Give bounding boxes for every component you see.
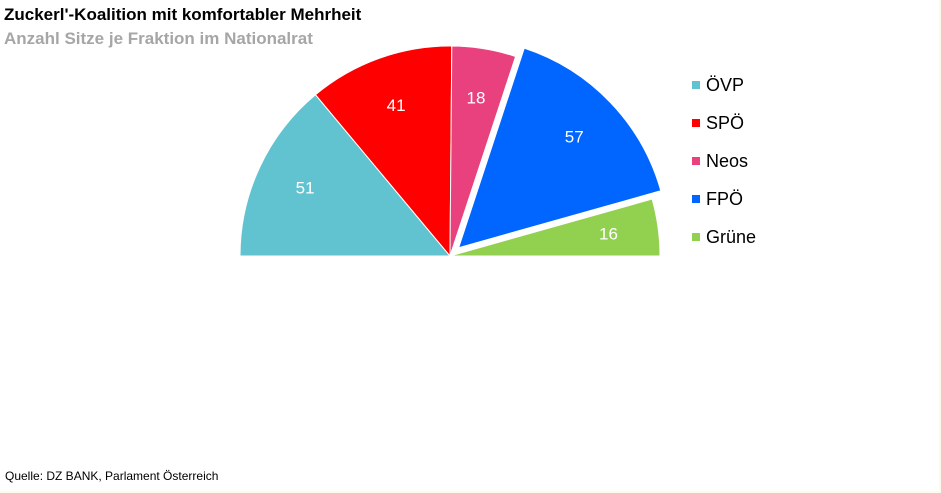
- source-note: Quelle: DZ BANK, Parlament Österreich: [5, 469, 219, 483]
- data-label-neos: 18: [467, 89, 486, 108]
- legend-swatch: [692, 157, 700, 165]
- legend-item-neos: Neos: [692, 142, 756, 180]
- chart-subtitle: Anzahl Sitze je Fraktion im Nationalrat: [4, 29, 313, 48]
- data-label-spoe: 41: [387, 96, 406, 115]
- slice-neos: [449, 45, 517, 257]
- slice-spoe: [314, 45, 453, 258]
- chart-title: Zuckerl'-Koalition mit komfortabler Mehr…: [4, 5, 362, 24]
- legend-label: SPÖ: [706, 112, 745, 133]
- legend-swatch: [692, 195, 700, 203]
- slice-gruene: [449, 198, 661, 257]
- legend-label: FPÖ: [706, 188, 744, 209]
- slice-oevp: [239, 94, 452, 257]
- legend-swatch: [692, 81, 700, 89]
- data-label-fpoe: 57: [565, 128, 584, 147]
- legend-label: Grüne: [706, 226, 757, 247]
- legend-item-oevp: ÖVP: [692, 66, 756, 104]
- legend-label: ÖVP: [706, 74, 745, 95]
- legend-label: Neos: [706, 150, 749, 171]
- pie-slices: [239, 45, 662, 258]
- legend-item-fpoe: FPÖ: [692, 180, 756, 218]
- legend-swatch: [692, 233, 700, 241]
- data-label-gruene: 16: [599, 225, 618, 244]
- slice-fpoe: [457, 47, 662, 249]
- legend-swatch: [692, 119, 700, 127]
- legend-item-gruene: Grüne: [692, 218, 756, 256]
- legend-item-spoe: SPÖ: [692, 104, 756, 142]
- data-label-oevp: 51: [296, 179, 315, 198]
- pie-data-labels: 51 41 18 57 16: [296, 89, 618, 244]
- chart-legend: ÖVP SPÖ Neos FPÖ Grüne: [692, 66, 756, 256]
